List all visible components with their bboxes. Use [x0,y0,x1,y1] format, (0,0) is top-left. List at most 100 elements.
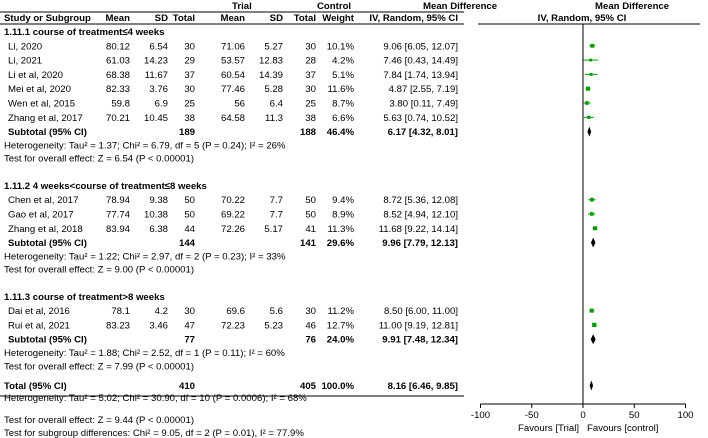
control-sd: 5.17 [264,224,283,235]
trial-mean: 78.1 [111,306,130,317]
control-mean: 71.06 [221,41,245,52]
trial-total: 44 [184,224,195,235]
x-tick-label: 0 [580,410,585,421]
study-weight: 9.4% [332,195,354,206]
control-sd: 11.3 [265,113,283,124]
study-weight: 4.2% [332,56,354,67]
subtotal-diamond [587,126,592,137]
control-mean: 77.46 [221,84,245,95]
group-title: 1.11.3 course of treatment>8 weeks [4,292,165,303]
control-total: 28 [305,56,316,67]
study-point [589,212,594,216]
study-ci: 7.84 [1.74, 13.94] [383,70,458,81]
control-total: 25 [305,99,316,110]
study-name: Dai et al, 2016 [8,306,70,317]
col-trial-mean: Mean [105,13,130,24]
study-name: Zhang et al, 2017 [8,113,83,124]
study-ci: 4.87 [2.55, 7.19] [389,84,458,95]
control-sd: 7.7 [270,195,283,206]
subgroup-overall-effect: Test for overall effect: Z = 7.99 (P < 0… [4,361,194,372]
subgroup-overall-effect: Test for overall effect: Z = 6.54 (P < 0… [4,154,194,165]
control-mean: 64.58 [221,113,245,124]
col-control-total: Total [294,13,316,24]
study-weight: 5.1% [332,70,354,81]
group-title: 1.11.1 course of treatment≤4 weeks [4,27,164,38]
subtotal-trial-total: 144 [179,238,196,249]
control-total: 37 [305,70,316,81]
study-ci: 11.00 [9.19, 12.81] [379,320,458,331]
study-name: Mei et al, 2020 [8,84,71,95]
control-mean: 70.22 [221,195,245,206]
total-ci: 8.16 [6.46, 9.85] [388,381,458,392]
group-title: 1.11.2 4 weeks<course of treatment≤8 wee… [4,181,207,192]
control-sd: 6.4 [270,99,284,110]
control-total: 30 [305,306,316,317]
trial-total: 25 [184,99,195,110]
trial-total: 29 [184,56,195,67]
study-weight: 11.6% [328,84,355,95]
col-weight: Weight [322,13,355,24]
subtotal-trial-total: 77 [184,335,195,346]
trial-total: 50 [184,209,195,220]
control-total: 46 [305,320,316,331]
subtotal-ci: 9.96 [7.79, 12.13] [382,238,458,249]
control-mean: 72.23 [221,320,245,331]
col-trial-sd: SD [155,13,168,24]
subgroup-heterogeneity: Heterogeneity: Tau² = 1.37; Chi² = 6.79,… [4,140,286,151]
subtotal-ci: 9.91 [7.48, 12.34] [382,335,458,346]
header-mean-difference-2: Mean Difference [595,1,669,12]
trial-sd: 6.38 [149,224,168,235]
control-sd: 5.28 [264,84,283,95]
control-mean: 69.22 [221,209,245,220]
study-ci: 11.68 [9.22, 14.14] [379,224,458,235]
col-trial-total: Total [173,13,195,24]
subtotal-weight: 46.4% [327,127,355,138]
study-point [589,72,593,76]
trial-sd: 6.9 [155,99,168,110]
study-point [587,115,591,119]
trial-sd: 3.46 [149,320,168,331]
study-point [592,226,597,231]
subtotal-control-total: 76 [305,335,316,346]
study-ci: 8.72 [5.36, 12.08] [383,195,458,206]
control-mean: 60.54 [221,70,246,81]
header-trial: Trial [232,1,252,12]
study-point [585,86,591,91]
study-point [592,322,597,328]
subtotal-label: Subtotal (95% CI) [8,127,87,138]
subtotal-label: Subtotal (95% CI) [8,238,87,249]
trial-sd: 6.54 [149,41,168,52]
subtotal-ci: 6.17 [4.32, 8.01] [388,127,458,138]
control-total: 38 [305,113,316,124]
control-total: 50 [305,195,316,206]
study-weight: 8.9% [332,209,354,220]
study-point [590,197,594,202]
trial-total: 50 [184,195,195,206]
control-mean: 56 [234,99,245,110]
x-tick-label: -50 [525,410,539,421]
header-mean-difference-1: Mean Difference [423,1,497,12]
study-point [589,58,593,62]
subgroup-heterogeneity: Heterogeneity: Tau² = 1.88; Chi² = 2.52,… [4,348,285,359]
control-mean: 69.6 [226,306,245,317]
control-sd: 5.6 [270,306,283,317]
trial-sd: 11.67 [145,70,168,81]
study-ci: 7.46 [0.43, 14.49] [383,56,458,67]
trial-total: 30 [184,306,195,317]
trial-mean: 61.03 [106,56,130,67]
subtotal-weight: 29.6% [327,238,355,249]
trial-mean: 68.38 [106,70,130,81]
study-point [585,101,589,105]
trial-mean: 83.23 [106,320,130,331]
control-total: 30 [305,84,316,95]
study-name: Li, 2021 [8,56,42,67]
trial-mean: 83.94 [106,224,131,235]
subtotal-control-total: 141 [300,238,317,249]
trial-mean: 80.12 [106,41,130,52]
trial-sd: 4.2 [155,306,168,317]
study-weight: 11.2% [328,306,355,317]
trial-sd: 14.23 [144,56,168,67]
study-name: Wen et al, 2015 [8,99,75,110]
favours-left-label: Favours [Trial] [518,423,579,434]
study-ci: 9.06 [6.05, 12.07] [383,41,458,52]
